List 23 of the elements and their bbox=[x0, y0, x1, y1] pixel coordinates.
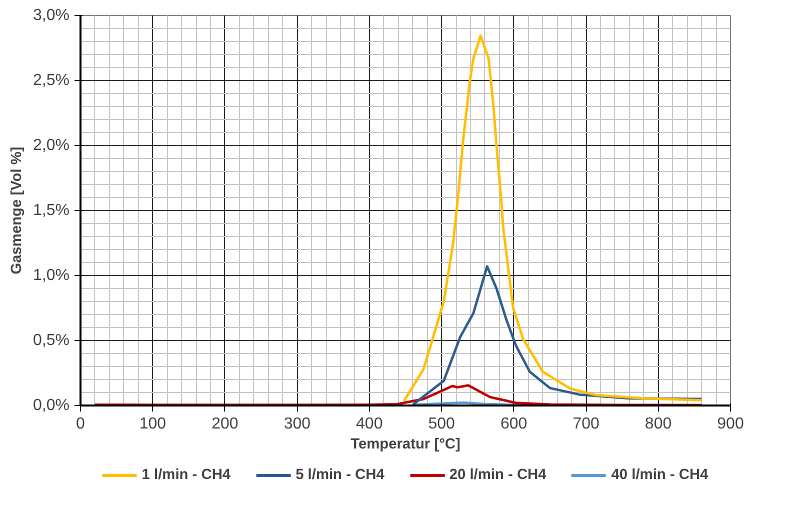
y-tick-label: 1,0% bbox=[33, 267, 70, 284]
legend-label: 1 l/min - CH4 bbox=[142, 467, 231, 483]
y-tick-label: 3,0% bbox=[33, 7, 70, 24]
x-tick-label: 0 bbox=[76, 416, 86, 432]
x-tick-label: 300 bbox=[284, 416, 311, 432]
y-tick-label: 2,5% bbox=[33, 72, 70, 89]
x-tick-label: 600 bbox=[500, 416, 528, 432]
x-tick-label: 400 bbox=[356, 416, 383, 432]
x-tick-label: 700 bbox=[572, 416, 600, 432]
legend-label: 5 l/min - CH4 bbox=[296, 467, 384, 483]
x-tick-label: 800 bbox=[644, 416, 672, 432]
x-tick-label: 900 bbox=[717, 416, 744, 432]
y-tick-label: 2,0% bbox=[33, 137, 70, 154]
y-tick-label: 0,0% bbox=[33, 397, 70, 414]
x-tick-label: 100 bbox=[139, 416, 166, 432]
x-tick-label: 500 bbox=[428, 416, 456, 432]
y-axis-title: Gasmenge [Vol %] bbox=[9, 146, 26, 274]
legend-label: 40 l/min - CH4 bbox=[611, 467, 708, 483]
x-tick-label: 200 bbox=[212, 416, 238, 432]
y-tick-label: 0,5% bbox=[33, 332, 70, 349]
legend-label: 20 l/min - CH4 bbox=[449, 467, 546, 483]
x-axis-title: Temperatur [°C] bbox=[350, 436, 461, 452]
y-tick-label: 1,5% bbox=[33, 202, 70, 219]
